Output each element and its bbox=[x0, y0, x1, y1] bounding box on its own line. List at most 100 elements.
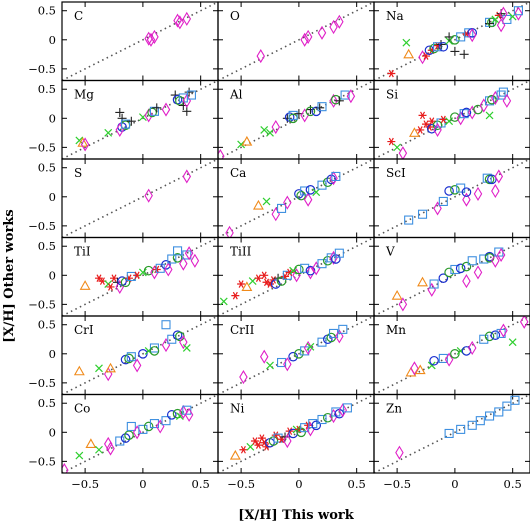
data-point-circle bbox=[288, 351, 298, 362]
data-point-square bbox=[115, 436, 125, 446]
data-point-square bbox=[513, 6, 523, 16]
panel-Co: Co −0.5 0 0.5 −0.5 0 0.5 bbox=[28, 393, 219, 491]
data-point-diamond bbox=[317, 25, 327, 40]
element-label: TiI bbox=[74, 245, 91, 259]
data-point-diamond bbox=[329, 19, 338, 35]
element-label: Na bbox=[386, 9, 404, 23]
element-label: Mn bbox=[386, 323, 406, 337]
data-point-circle bbox=[138, 348, 148, 359]
data-point-circle bbox=[438, 41, 449, 52]
data-point-diamond bbox=[300, 32, 309, 47]
data-point-square bbox=[182, 405, 192, 415]
data-point-circle_green bbox=[450, 112, 460, 122]
data-point-square bbox=[149, 343, 159, 353]
data-point-circle bbox=[161, 260, 171, 270]
data-point-circle bbox=[444, 186, 454, 196]
data-point-diamond bbox=[329, 250, 338, 265]
x-tick-label: 0.5 bbox=[348, 477, 366, 491]
data-point-diamond bbox=[182, 11, 192, 26]
data-point-square bbox=[334, 248, 344, 258]
data-point-square bbox=[126, 421, 136, 432]
points-Mn bbox=[405, 316, 529, 377]
data-point-square bbox=[173, 246, 183, 256]
data-point-plus bbox=[115, 107, 125, 117]
data-point-triangle bbox=[391, 290, 403, 300]
data-point-circle_green bbox=[294, 348, 304, 359]
data-point-diamond bbox=[338, 403, 348, 418]
points-Si bbox=[387, 87, 512, 159]
data-point-star bbox=[266, 280, 274, 288]
panel-TiI: TiI −0.5 0 0.5 bbox=[28, 236, 219, 317]
data-point-diamond bbox=[271, 207, 281, 222]
data-point-square bbox=[126, 352, 136, 362]
y-tick-label: −0.5 bbox=[28, 140, 56, 154]
data-point-star bbox=[418, 111, 427, 120]
data-point-cross bbox=[266, 361, 274, 370]
data-point-circle bbox=[461, 107, 472, 118]
y-tick-label: 0.5 bbox=[38, 239, 56, 253]
data-point-diamond bbox=[256, 49, 265, 64]
data-point-diamond bbox=[329, 408, 338, 424]
data-point-square bbox=[404, 215, 414, 225]
data-point-square bbox=[479, 334, 489, 344]
data-point-diamond bbox=[462, 192, 471, 207]
points-O bbox=[256, 14, 344, 64]
data-point-square bbox=[485, 411, 495, 421]
data-point-square bbox=[138, 424, 148, 434]
data-point-diamond bbox=[144, 188, 153, 203]
data-point-diamond bbox=[132, 425, 142, 440]
points-V bbox=[391, 247, 506, 312]
data-point-star bbox=[254, 274, 263, 283]
data-point-diamond bbox=[132, 358, 142, 373]
data-point-square bbox=[494, 407, 504, 417]
panel-O: O bbox=[217, 1, 375, 82]
element-label: O bbox=[230, 9, 240, 23]
points-Co bbox=[62, 404, 194, 473]
data-point-square bbox=[467, 256, 477, 266]
data-point-circle_green bbox=[149, 346, 160, 356]
data-point-square bbox=[317, 259, 327, 269]
data-point-diamond bbox=[218, 149, 225, 159]
one-to-one-line bbox=[374, 237, 530, 316]
panel-frame bbox=[373, 393, 530, 474]
data-point-square bbox=[510, 395, 520, 405]
x-tick-label: −0.5 bbox=[227, 477, 255, 491]
data-point-cross bbox=[175, 412, 184, 420]
one-to-one-line bbox=[62, 394, 218, 473]
data-point-cross bbox=[138, 268, 147, 277]
data-point-diamond bbox=[491, 183, 500, 199]
data-point-star bbox=[110, 274, 118, 283]
data-point-diamond bbox=[179, 335, 188, 350]
data-point-diamond bbox=[444, 352, 454, 367]
points-C bbox=[144, 11, 192, 47]
data-point-cross bbox=[402, 38, 411, 47]
data-point-circle_green bbox=[143, 265, 154, 276]
x-tick-label: 0.5 bbox=[192, 477, 210, 491]
panel-Si: Si bbox=[373, 79, 530, 160]
points-Na bbox=[387, 6, 523, 78]
data-point-triangle bbox=[73, 365, 85, 376]
data-point-cross bbox=[508, 338, 517, 347]
data-point-square bbox=[459, 109, 469, 119]
data-point-circle bbox=[270, 279, 281, 289]
panel-ScI: ScI bbox=[373, 158, 530, 239]
one-to-one-line bbox=[62, 80, 218, 159]
y-tick-label: −0.5 bbox=[28, 297, 56, 311]
data-point-square bbox=[464, 28, 474, 38]
data-point-star bbox=[231, 291, 240, 300]
data-point-circle bbox=[487, 174, 497, 185]
element-label: ScI bbox=[386, 166, 406, 180]
data-point-star bbox=[254, 441, 263, 449]
data-point-square bbox=[438, 353, 448, 363]
data-point-diamond bbox=[519, 316, 529, 329]
data-point-star bbox=[106, 283, 115, 291]
data-point-plus bbox=[450, 46, 460, 56]
data-point-circle_green bbox=[305, 106, 316, 117]
data-point-square bbox=[161, 320, 171, 330]
data-point-square bbox=[444, 428, 454, 439]
points-Ca bbox=[225, 171, 341, 238]
data-point-square bbox=[438, 196, 448, 206]
data-point-diamond bbox=[239, 369, 248, 385]
data-point-diamond bbox=[190, 253, 200, 268]
panel-Mg: Mg −0.5 0 0.5 bbox=[28, 79, 219, 160]
